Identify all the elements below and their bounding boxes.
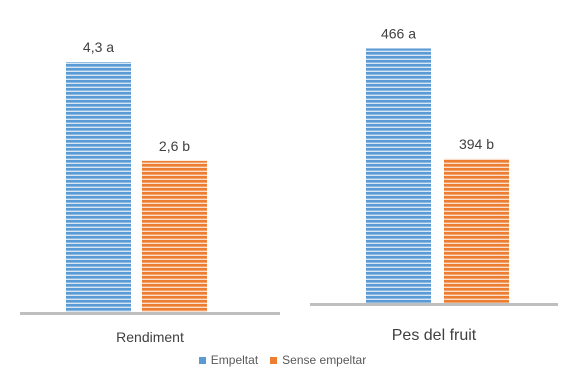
legend-item-empeltat: Empeltat: [198, 353, 259, 367]
bar-pes-del-fruit-sense-empeltar: [444, 158, 509, 303]
legend-swatch-sense-empeltar: [270, 356, 278, 364]
legend-label-sense-empeltar: Sense empeltar: [282, 353, 367, 367]
x-axis-label-rendiment: Rendiment: [116, 329, 184, 345]
legend: Empeltat Sense empeltar: [0, 353, 565, 367]
legend-swatch-empeltat: [198, 356, 206, 364]
legend-label-empeltat: Empeltat: [210, 353, 259, 367]
bar-rendiment-sense-empeltar: [142, 160, 207, 312]
data-label-rendiment-sense-empeltar: 2,6 b: [159, 138, 190, 154]
data-label-pes-del-fruit-empeltat: 466 a: [381, 25, 416, 41]
x-axis-label-pes-del-fruit: Pes del fruit: [392, 327, 477, 344]
bar-rendiment-empeltat: [66, 62, 131, 312]
data-label-rendiment-empeltat: 4,3 a: [83, 39, 114, 55]
legend-item-sense-empeltar: Sense empeltar: [270, 353, 366, 367]
bar-pes-del-fruit-empeltat: [366, 48, 431, 303]
data-label-pes-del-fruit-sense-empeltar: 394 b: [459, 136, 494, 152]
